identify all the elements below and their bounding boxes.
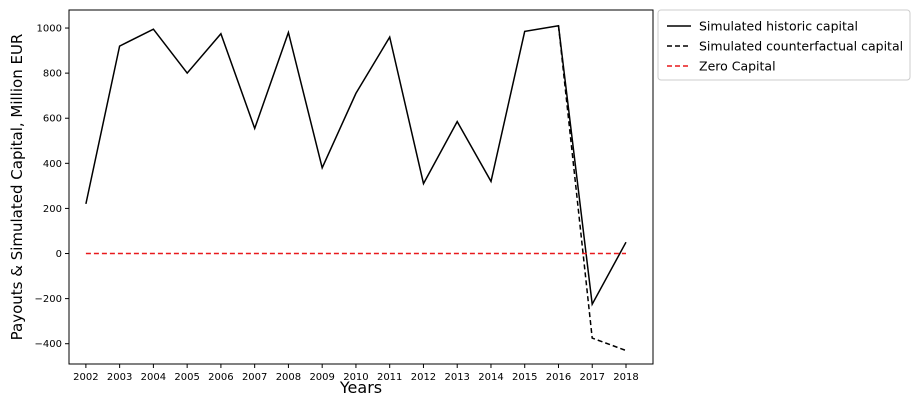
series-layer [85, 24, 627, 352]
y-tick-label: 400 [43, 159, 62, 170]
x-tick-label: 2013 [444, 372, 469, 383]
legend-box [657, 9, 911, 81]
legend: Simulated historic capital Simulated coun… [657, 9, 911, 81]
x-tick-label: 2012 [411, 372, 436, 383]
series-line-1 [85, 24, 627, 307]
y-tick-label: −200 [35, 294, 62, 305]
x-tick-label: 2003 [107, 372, 132, 383]
x-tick-label: 2002 [73, 372, 98, 383]
y-tick-label: 800 [43, 69, 62, 80]
x-axis-title: Years [339, 378, 382, 397]
y-tick-label: 0 [56, 249, 62, 260]
y-tick-label: −400 [35, 339, 62, 350]
x-tick-label: 2007 [242, 372, 267, 383]
plot-area: 2002 2003 2004 2005 2006 2007 2008 2009 2010 2011… [35, 9, 654, 383]
x-tick-label: 2008 [276, 372, 301, 383]
y-tick-label: 600 [43, 114, 62, 125]
x-tick-label: 2015 [512, 372, 537, 383]
x-tick-label: 2006 [208, 372, 233, 383]
x-tick-label: 2004 [141, 372, 166, 383]
plot-frame [68, 9, 654, 365]
series-line-2 [557, 25, 627, 352]
x-tick-label: 2018 [613, 372, 638, 383]
x-tick-label: 2010 [343, 372, 368, 383]
legend-label: Zero Capital [699, 59, 776, 74]
x-tick-label: 2009 [309, 372, 334, 383]
x-axis-ticks: 2002 2003 2004 2005 2006 2007 2008 2009 2010 2011… [73, 364, 639, 383]
x-tick-label: 2005 [174, 372, 199, 383]
x-tick-label: 2014 [478, 372, 503, 383]
legend-label: Simulated counterfactual capital [699, 39, 903, 54]
y-tick-label: 1000 [37, 24, 62, 35]
x-tick-label: 2016 [546, 372, 571, 383]
y-axis-title: Payouts & Simulated Capital, Million EUR [8, 34, 26, 341]
y-tick-label: 200 [43, 204, 62, 215]
x-tick-label: 2017 [580, 372, 605, 383]
x-tick-label: 2011 [377, 372, 402, 383]
legend-label: Simulated historic capital [699, 19, 858, 34]
y-axis-ticks: −400 −200 0 200 400 600 800 1000 [35, 24, 69, 350]
